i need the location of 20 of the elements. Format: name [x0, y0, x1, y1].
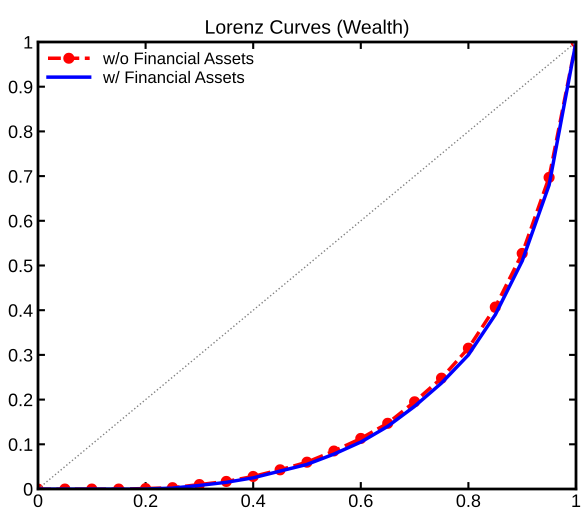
x-tick-label: 0.6 [348, 494, 373, 508]
y-tick-label: 0.4 [8, 304, 33, 317]
y-tick-label: 0.2 [8, 394, 32, 406]
x-tick-label: 0.8 [456, 494, 480, 508]
x-tick-label: 0.4 [241, 494, 266, 508]
y-tick-label: 1 [24, 36, 32, 49]
y-tick-label: 0.3 [8, 348, 32, 362]
chart-title: Lorenz Curves (Wealth) [206, 20, 408, 38]
y-tick-label: 0.1 [8, 438, 32, 452]
y-tick-label: 0.8 [8, 125, 32, 138]
x-tick-label: 1 [572, 494, 580, 507]
y-tick-label: 0.9 [8, 80, 32, 94]
y-tick-label: 0.7 [8, 170, 32, 183]
y-tick-label: 0.6 [8, 214, 32, 228]
y-tick-label: 0.5 [8, 259, 32, 272]
legend-label: w/o Financial Assets [102, 52, 254, 64]
legend-label: w/ Financial Assets [102, 70, 244, 84]
y-tick-label: 0 [24, 482, 32, 496]
x-tick-label: 0 [34, 494, 42, 508]
x-tick-label: 0.2 [134, 494, 158, 508]
